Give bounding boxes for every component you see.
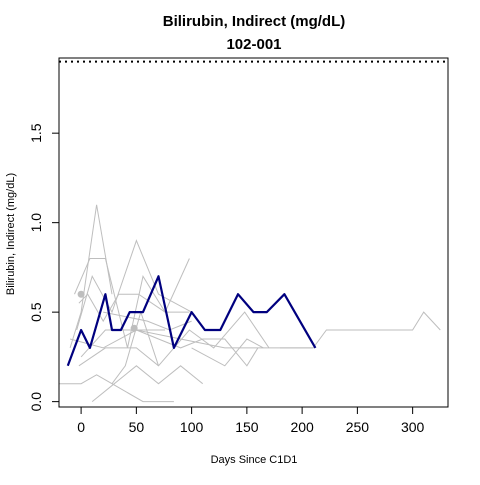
y-axis-label: Bilirubin, Indirect (mg/dL) [5, 173, 17, 295]
data-point [130, 324, 138, 332]
y-tick-label: 0.0 [28, 392, 44, 412]
x-tick-label: 0 [77, 419, 85, 435]
x-tick-label: 50 [129, 419, 145, 435]
y-tick-label: 1.5 [28, 123, 44, 143]
x-tick-label: 250 [346, 419, 370, 435]
background-series-line [136, 329, 259, 367]
background-series-line [59, 374, 174, 403]
x-tick-label: 300 [401, 419, 425, 435]
chart-subtitle: 102-001 [226, 36, 281, 53]
points-group [77, 290, 138, 332]
data-point [77, 290, 85, 298]
background-series-line [69, 329, 314, 349]
x-tick-label: 200 [290, 419, 314, 435]
highlight-series-line [66, 275, 317, 367]
x-axis-label: Days Since C1D1 [211, 454, 298, 466]
background-series-line [111, 310, 159, 384]
background-series-line [69, 204, 113, 349]
y-tick-label: 0.5 [28, 302, 44, 322]
highlight-series-group [66, 275, 317, 367]
x-tick-label: 150 [235, 419, 259, 435]
chart-title: Bilirubin, Indirect (mg/dL) [163, 13, 346, 30]
background-series-line [91, 365, 204, 402]
y-axis: 0.0 0.5 1.0 1.5 [28, 123, 60, 412]
background-series-line [103, 311, 192, 331]
x-tick-label: 100 [180, 419, 204, 435]
background-series-line [191, 338, 264, 367]
x-axis: 0 50 100 150 200 250 300 [77, 406, 425, 435]
y-tick-label: 1.0 [28, 213, 44, 233]
background-series-line [280, 311, 441, 349]
